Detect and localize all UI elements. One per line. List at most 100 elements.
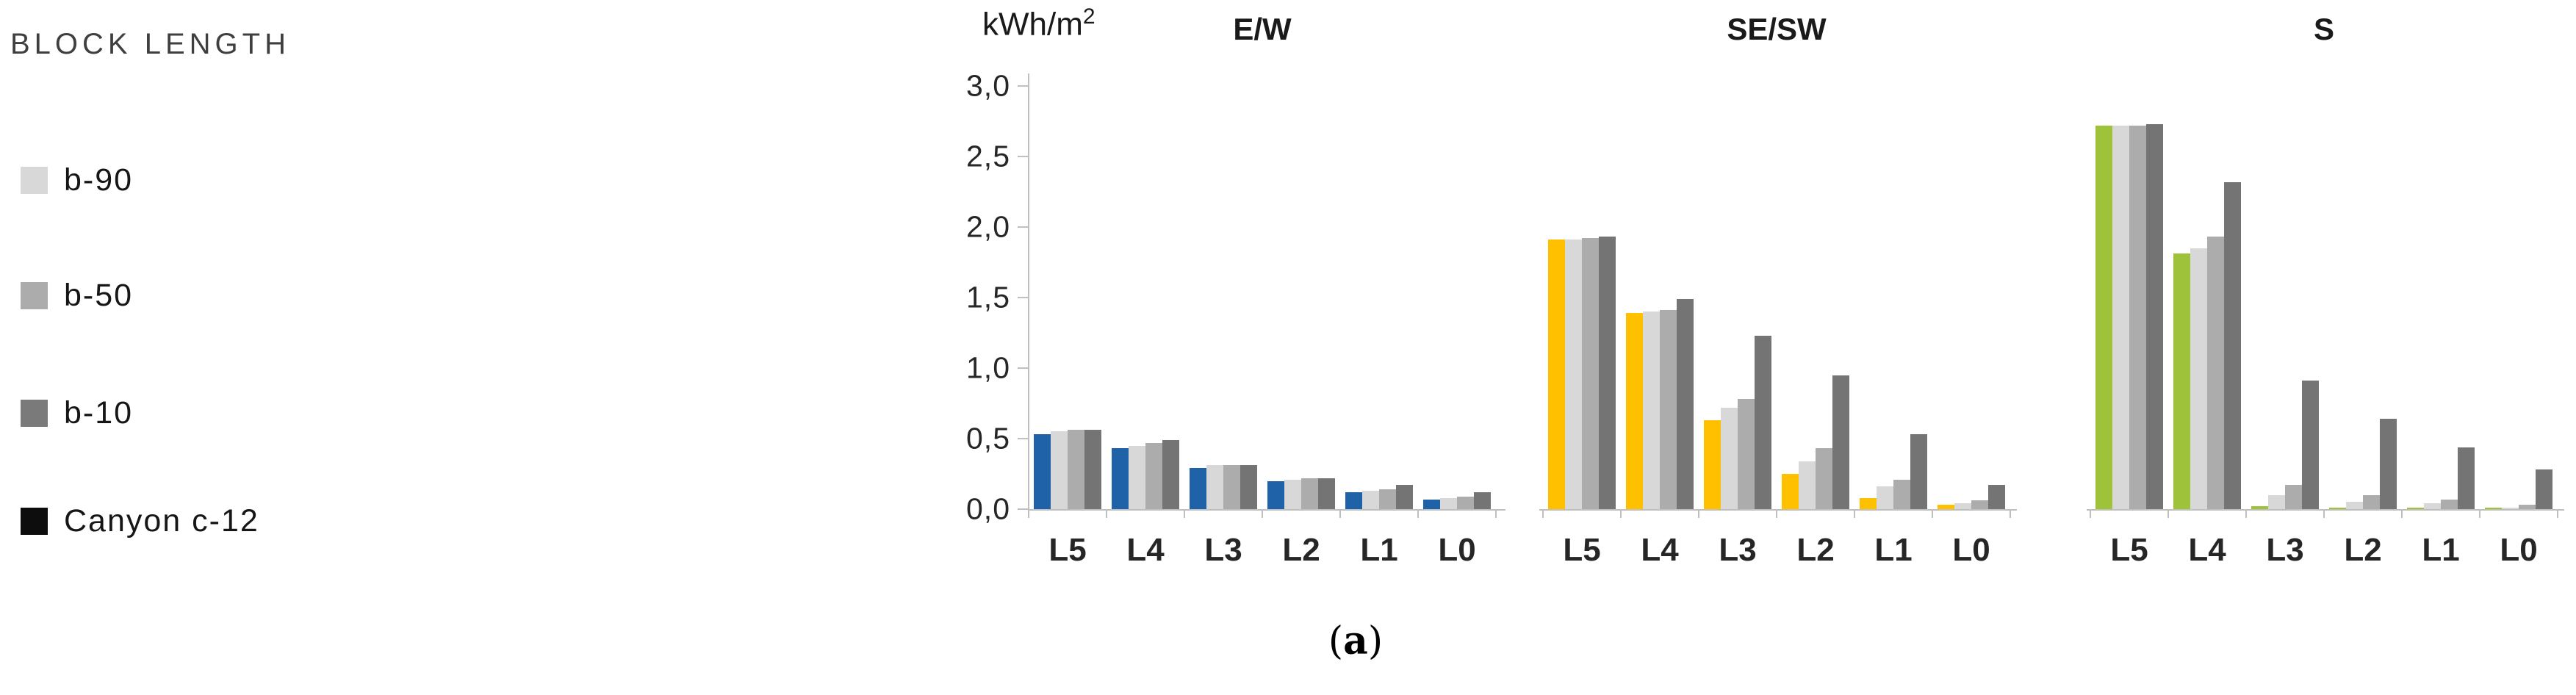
chart-title-s: S — [2313, 12, 2334, 46]
x-axis-tick — [1776, 509, 1777, 518]
bar-b-50-l3 — [1223, 465, 1240, 509]
bar-b-50-l4 — [2207, 237, 2224, 509]
bar-b-50-l1 — [1379, 489, 1396, 509]
y-axis-unit-superscript: 2 — [1082, 4, 1095, 29]
caption-close-paren: ) — [1367, 619, 1384, 663]
x-axis-tick — [1495, 509, 1497, 518]
legend-item-label: b-10 — [64, 395, 134, 431]
bar-canyon-c-12-l5 — [1034, 434, 1051, 509]
bar-b-10-l2 — [1832, 375, 1849, 509]
caption-open-paren: ( — [1328, 619, 1344, 663]
plot-area-sesw — [1543, 86, 2010, 509]
bar-canyon-c-12-l1 — [1860, 498, 1877, 509]
bar-b-50-l3 — [2285, 485, 2302, 509]
bar-b-50-l5 — [1582, 238, 1599, 509]
bar-b-90-l4 — [1643, 312, 1660, 509]
y-axis-line — [1028, 73, 1029, 511]
caption-letter: a — [1343, 619, 1368, 663]
bar-b-90-l1 — [1362, 491, 1379, 509]
legend-title: BLOCK LENGTH — [10, 28, 290, 60]
x-axis-tick — [1620, 509, 1622, 518]
bar-b-50-l2 — [1301, 478, 1318, 509]
x-axis-tick — [1932, 509, 1933, 518]
bar-group-l2 — [1777, 86, 1854, 509]
bar-b-10-l4 — [1677, 299, 1694, 509]
y-axis-tick-label: 0,5 — [966, 421, 1010, 455]
bar-b-10-l4 — [1162, 440, 1179, 509]
bar-canyon-c-12-l5 — [2095, 126, 2112, 509]
x-axis-label-l0: L0 — [1952, 532, 1990, 568]
bar-b-90-l5 — [1565, 240, 1582, 509]
bar-group-l3 — [2246, 86, 2324, 509]
bar-b-10-l3 — [2302, 381, 2319, 509]
bar-canyon-c-12-l2 — [2329, 508, 2346, 509]
bar-canyon-c-12-l0 — [1423, 500, 1440, 509]
bar-b-90-l3 — [2268, 495, 2285, 509]
x-axis-tick — [1106, 509, 1107, 518]
bar-b-50-l5 — [2129, 126, 2146, 509]
legend-item-label: b-90 — [64, 162, 134, 198]
y-axis-unit-label: kWh/m2 — [982, 4, 1095, 43]
x-axis-tick — [2090, 509, 2091, 518]
x-axis-tick — [2245, 509, 2247, 518]
x-axis-tick — [2010, 509, 2011, 518]
bar-b-50-l5 — [1068, 430, 1084, 509]
bar-canyon-c-12-l5 — [1548, 240, 1565, 509]
legend-item-b-10: b-10 — [21, 392, 133, 433]
bar-group-l4 — [2168, 86, 2246, 509]
bar-group-l0 — [2480, 86, 2558, 509]
y-axis-unit-text: kWh/m — [982, 6, 1083, 43]
chart-title-ew: E/W — [1233, 12, 1292, 46]
bar-b-90-l5 — [1051, 431, 1068, 509]
x-axis-label-l3: L3 — [1719, 532, 1757, 568]
y-axis-tick — [1018, 508, 1029, 510]
x-axis-line-s — [2087, 509, 2564, 511]
y-axis-tick-label: 1,5 — [966, 280, 1010, 314]
x-axis-label-l3: L3 — [1204, 532, 1242, 568]
bar-group-l4 — [1107, 86, 1184, 509]
bar-b-50-l0 — [1971, 500, 1988, 509]
bar-group-l5 — [1029, 86, 1107, 509]
x-axis-tick — [1698, 509, 1699, 518]
bar-b-10-l4 — [2224, 182, 2241, 509]
bar-b-90-l0 — [2502, 508, 2519, 509]
x-axis-tick — [1854, 509, 1855, 518]
x-axis-label-l1: L1 — [2422, 532, 2460, 568]
x-axis-tick — [2479, 509, 2480, 518]
x-axis-tick — [2323, 509, 2325, 518]
bar-b-90-l0 — [1954, 503, 1971, 509]
bar-group-l1 — [1340, 86, 1418, 509]
bar-b-10-l5 — [2146, 124, 2163, 509]
y-axis-tick — [1018, 367, 1029, 369]
bar-canyon-c-12-l1 — [2407, 508, 2424, 509]
x-axis-label-l3: L3 — [2266, 532, 2304, 568]
y-axis-tick — [1018, 226, 1029, 228]
x-axis-line-sesw — [1539, 509, 2017, 511]
x-axis-label-l2: L2 — [1282, 532, 1320, 568]
bar-b-90-l3 — [1206, 465, 1223, 509]
x-axis-tick — [2401, 509, 2403, 518]
x-axis-tick — [1184, 509, 1185, 518]
y-axis-tick — [1018, 156, 1029, 157]
x-axis-tick — [1339, 509, 1341, 518]
x-axis-label-l4: L4 — [1641, 532, 1679, 568]
bar-canyon-c-12-l0 — [1938, 505, 1954, 509]
y-axis-tick — [1018, 85, 1029, 87]
bar-group-l1 — [1854, 86, 1932, 509]
chart-title-sesw: SE/SW — [1727, 12, 1827, 46]
bar-b-10-l5 — [1084, 430, 1101, 509]
x-axis-label-l5: L5 — [1048, 532, 1087, 568]
x-axis-label-l5: L5 — [2110, 532, 2148, 568]
bar-b-90-l1 — [1877, 486, 1893, 509]
bar-b-90-l1 — [2424, 503, 2441, 509]
x-axis-labels-ew: L5 L4 L3 L2 L1 L0 — [1029, 532, 1496, 576]
bar-group-l2 — [1262, 86, 1340, 509]
bar-group-l3 — [1184, 86, 1262, 509]
bar-canyon-c-12-l4 — [1626, 313, 1643, 509]
bar-b-90-l2 — [2346, 502, 2363, 509]
chart-legend: BLOCK LENGTH b-90 b-50 b-10 Canyon c-12 — [9, 0, 420, 695]
x-axis-tick — [1417, 509, 1419, 518]
bar-canyon-c-12-l1 — [1345, 492, 1362, 509]
bar-b-50-l0 — [1457, 497, 1474, 509]
bar-canyon-c-12-l0 — [2485, 508, 2502, 509]
